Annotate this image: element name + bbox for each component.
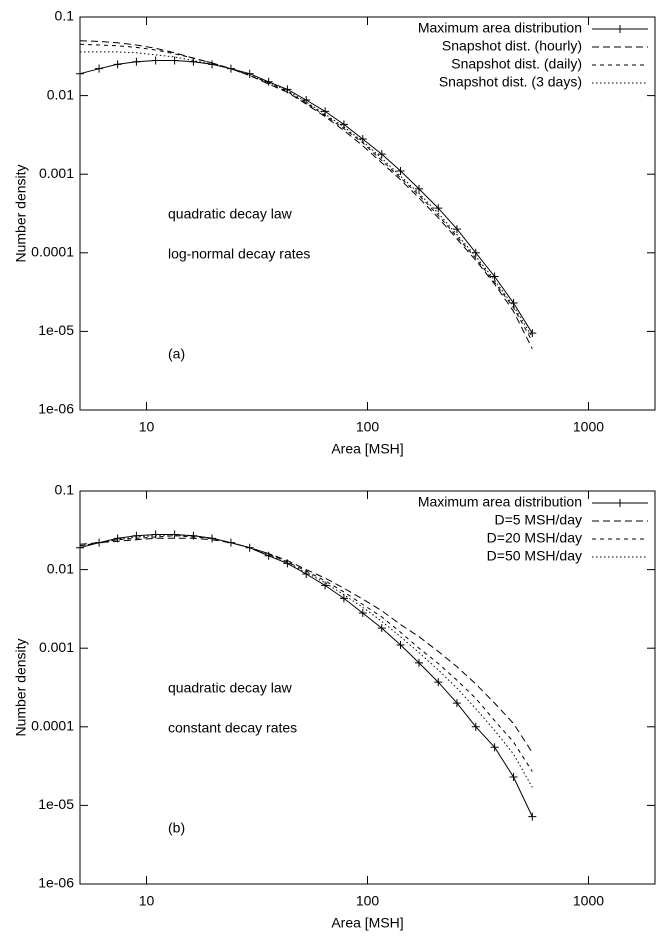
plus-marker [414,184,423,193]
y-axis-label: Number density [13,638,29,736]
plus-marker [339,594,348,603]
x-tick-label: 10 [139,419,155,435]
legend-label: D=50 MSH/day [487,548,582,564]
x-tick-label: 1000 [573,419,604,435]
plus-marker [377,624,386,633]
annotation: quadratic decay law [168,206,293,222]
plus-marker [321,581,330,590]
plus-marker [414,658,423,667]
y-tick-label: 0.1 [55,8,75,24]
series-line [79,43,533,342]
plus-marker [132,57,141,66]
legend-label: D=5 MSH/day [494,512,582,528]
x-tick-label: 100 [356,893,380,909]
x-tick-label: 1000 [573,893,604,909]
y-tick-label: 0.0001 [31,718,74,734]
plus-marker [113,60,122,69]
y-tick-label: 0.001 [39,165,74,181]
series-line [79,535,533,788]
plus-marker [509,298,518,307]
plus-marker [170,56,179,65]
y-tick-label: 0.01 [47,86,74,102]
plus-marker [528,812,537,821]
series-line [80,51,533,338]
plus-marker [76,69,84,78]
x-tick-label: 10 [139,893,155,909]
annotation: (b) [168,820,185,836]
plus-marker [170,530,179,539]
y-tick-label: 0.01 [47,560,74,576]
plus-marker [396,640,405,649]
legend-label: D=20 MSH/day [487,530,582,546]
plus-marker [528,329,537,338]
plus-marker [434,204,443,213]
plus-marker [76,543,84,552]
series-line [79,535,533,772]
y-tick-label: 1e-05 [38,796,74,812]
annotation: (a) [168,346,185,362]
legend-label: Snapshot dist. (daily) [451,56,582,72]
plus-marker [452,225,461,234]
plus-marker [245,69,254,78]
legend-label: Maximum area distribution [418,494,582,510]
y-tick-label: 1e-06 [38,401,74,417]
legend-marker [616,25,624,33]
series-line [79,40,533,350]
y-tick-label: 1e-05 [38,322,74,338]
legend-label: Maximum area distribution [418,20,582,36]
annotation: log-normal decay rates [168,246,310,262]
plus-marker [396,166,405,175]
y-axis-label: Number density [13,164,29,262]
plus-marker [434,678,443,687]
plus-marker [302,95,311,104]
y-tick-label: 1e-06 [38,875,74,891]
plus-marker [509,772,518,781]
legend-label: Snapshot dist. (3 days) [439,74,582,90]
legend-label: Snapshot dist. (hourly) [442,38,582,54]
plus-marker [95,64,104,73]
x-axis-label: Area [MSH] [331,441,403,457]
plus-marker [358,609,367,618]
x-axis-label: Area [MSH] [331,915,403,931]
plus-marker [189,57,198,66]
plus-marker [452,699,461,708]
series-line [79,537,533,753]
annotation: constant decay rates [168,720,297,736]
x-tick-label: 100 [356,419,380,435]
plus-marker [151,56,160,65]
plus-marker [377,150,386,159]
y-tick-label: 0.0001 [31,244,74,260]
y-tick-label: 0.1 [55,482,75,498]
plus-marker [490,272,499,281]
annotation: quadratic decay law [168,680,293,696]
plus-marker [471,722,480,731]
y-tick-label: 0.001 [39,639,74,655]
plus-marker [490,743,499,752]
plus-marker [151,530,160,539]
legend-marker [616,499,624,507]
